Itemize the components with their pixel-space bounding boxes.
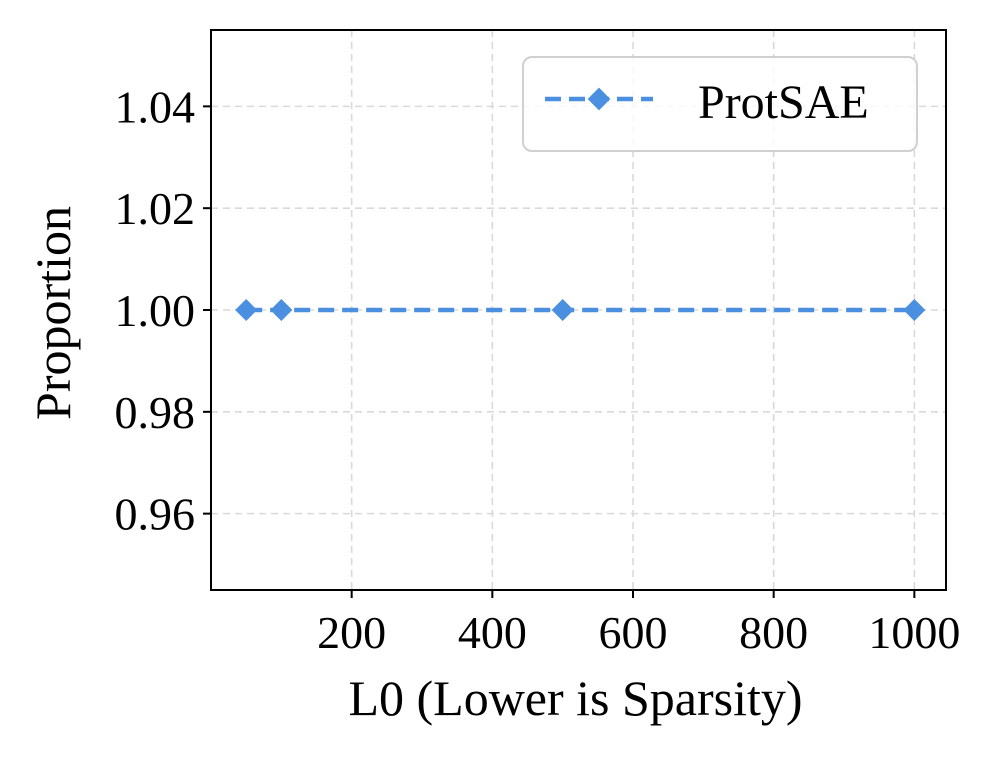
data-point-marker (551, 299, 574, 321)
x-tick-label: 400 (458, 607, 527, 658)
y-tick-label: 1.04 (115, 81, 196, 132)
y-tick-label: 1.02 (115, 183, 196, 234)
legend: ProtSAE (522, 56, 918, 152)
y-tick-label: 0.98 (115, 387, 196, 438)
data-point-marker (903, 299, 926, 321)
x-axis-title: L0 (Lower is Sparsity) (348, 670, 802, 726)
x-tick-label: 1000 (868, 607, 960, 658)
axis-ticks: 200 400 600 800 1000 0.96 0.98 1.00 1.02 1.04 (115, 81, 961, 658)
legend-label-protsae: ProtSAE (698, 76, 869, 129)
x-tick-label: 800 (739, 607, 808, 658)
data-point-marker (270, 299, 293, 321)
x-tick-label: 200 (317, 607, 386, 658)
legend-marker (587, 87, 611, 111)
legend-box (522, 56, 918, 152)
y-tick-label: 0.96 (115, 489, 196, 540)
y-axis-title: Proportion (25, 206, 81, 420)
y-tick-label: 1.00 (115, 285, 196, 336)
data-point-marker (235, 299, 258, 321)
series-layer (235, 299, 926, 321)
x-tick-label: 600 (599, 607, 668, 658)
